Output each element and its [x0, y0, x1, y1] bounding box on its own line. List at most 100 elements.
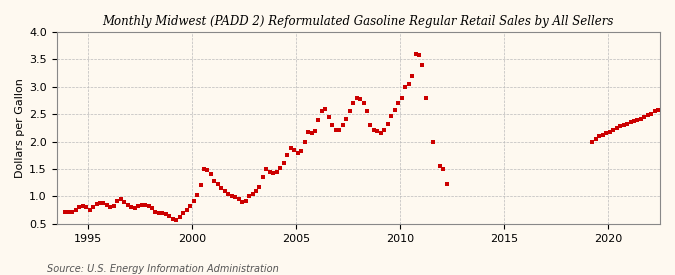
Point — [74, 205, 84, 210]
Point — [313, 117, 324, 122]
Point — [126, 205, 136, 210]
Point — [244, 194, 254, 199]
Point — [84, 207, 95, 212]
Point — [396, 95, 407, 100]
Point — [250, 189, 261, 193]
Point — [372, 128, 383, 133]
Point — [587, 139, 598, 144]
Point — [174, 215, 185, 219]
Point — [185, 204, 196, 208]
Point — [438, 167, 449, 171]
Point — [653, 108, 664, 112]
Point — [112, 199, 123, 203]
Point — [247, 191, 258, 196]
Point — [615, 124, 626, 128]
Point — [223, 191, 234, 196]
Point — [317, 109, 327, 114]
Point — [240, 199, 251, 203]
Point — [299, 139, 310, 144]
Point — [302, 130, 313, 134]
Point — [414, 53, 425, 57]
Point — [639, 115, 650, 119]
Point — [292, 150, 303, 155]
Point — [209, 179, 220, 183]
Y-axis label: Dollars per Gallon: Dollars per Gallon — [15, 78, 25, 178]
Point — [237, 200, 248, 204]
Point — [369, 127, 379, 132]
Point — [289, 148, 300, 152]
Point — [115, 197, 126, 201]
Point — [101, 203, 112, 207]
Point — [417, 63, 428, 67]
Point — [182, 207, 192, 212]
Point — [632, 117, 643, 122]
Point — [310, 128, 321, 133]
Point — [383, 122, 394, 126]
Point — [327, 123, 338, 127]
Point — [348, 101, 358, 105]
Point — [608, 127, 618, 132]
Point — [129, 206, 140, 210]
Point — [354, 97, 365, 101]
Point — [171, 218, 182, 222]
Point — [133, 204, 144, 208]
Point — [622, 122, 632, 126]
Point — [421, 95, 431, 100]
Point — [226, 194, 237, 199]
Point — [441, 182, 452, 186]
Point — [157, 211, 168, 215]
Point — [362, 109, 373, 114]
Point — [618, 123, 629, 127]
Point — [192, 193, 202, 197]
Point — [105, 205, 116, 210]
Point — [234, 197, 244, 201]
Point — [70, 208, 81, 212]
Point — [334, 127, 345, 132]
Point — [435, 164, 446, 168]
Point — [601, 131, 612, 136]
Point — [219, 189, 230, 193]
Point — [410, 52, 421, 56]
Point — [119, 200, 130, 204]
Title: Monthly Midwest (PADD 2) Reformulated Gasoline Regular Retail Sales by All Selle: Monthly Midwest (PADD 2) Reformulated Ga… — [103, 15, 614, 28]
Point — [278, 161, 289, 166]
Point — [213, 182, 223, 186]
Point — [643, 113, 653, 117]
Point — [91, 202, 102, 206]
Point — [88, 205, 99, 210]
Point — [344, 109, 355, 114]
Point — [202, 168, 213, 172]
Point — [63, 210, 74, 214]
Point — [386, 114, 397, 119]
Point — [365, 123, 376, 127]
Point — [122, 203, 133, 207]
Point — [341, 116, 352, 121]
Point — [216, 186, 227, 190]
Point — [140, 202, 151, 207]
Point — [261, 167, 272, 171]
Point — [351, 95, 362, 100]
Point — [625, 120, 636, 125]
Point — [400, 84, 410, 89]
Point — [375, 131, 386, 136]
Point — [150, 210, 161, 214]
Point — [306, 131, 317, 136]
Point — [198, 167, 209, 171]
Point — [109, 204, 119, 208]
Point — [379, 127, 389, 132]
Point — [612, 126, 622, 130]
Point — [95, 201, 105, 205]
Point — [98, 201, 109, 206]
Point — [594, 134, 605, 138]
Point — [153, 211, 164, 215]
Point — [286, 146, 296, 150]
Point — [403, 82, 414, 86]
Point — [275, 166, 286, 170]
Point — [167, 217, 178, 222]
Point — [254, 184, 265, 189]
Point — [188, 199, 199, 203]
Point — [230, 195, 240, 200]
Point — [265, 169, 275, 174]
Point — [393, 101, 404, 105]
Point — [206, 172, 217, 177]
